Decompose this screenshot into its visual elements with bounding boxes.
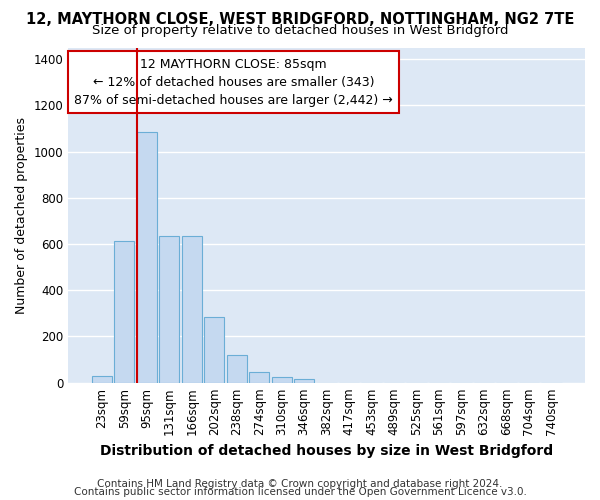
X-axis label: Distribution of detached houses by size in West Bridgford: Distribution of detached houses by size … <box>100 444 553 458</box>
Bar <box>204 317 224 382</box>
Text: Contains HM Land Registry data © Crown copyright and database right 2024.: Contains HM Land Registry data © Crown c… <box>97 479 503 489</box>
Text: Contains public sector information licensed under the Open Government Licence v3: Contains public sector information licen… <box>74 487 526 497</box>
Bar <box>249 372 269 382</box>
Bar <box>92 376 112 382</box>
Bar <box>294 379 314 382</box>
Bar <box>159 236 179 382</box>
Bar <box>272 377 292 382</box>
Bar <box>114 240 134 382</box>
Text: Size of property relative to detached houses in West Bridgford: Size of property relative to detached ho… <box>92 24 508 37</box>
Bar <box>227 355 247 382</box>
Text: 12 MAYTHORN CLOSE: 85sqm
← 12% of detached houses are smaller (343)
87% of semi-: 12 MAYTHORN CLOSE: 85sqm ← 12% of detach… <box>74 58 393 106</box>
Text: 12, MAYTHORN CLOSE, WEST BRIDGFORD, NOTTINGHAM, NG2 7TE: 12, MAYTHORN CLOSE, WEST BRIDGFORD, NOTT… <box>26 12 574 28</box>
Y-axis label: Number of detached properties: Number of detached properties <box>15 116 28 314</box>
Bar <box>182 236 202 382</box>
Bar <box>137 132 157 382</box>
